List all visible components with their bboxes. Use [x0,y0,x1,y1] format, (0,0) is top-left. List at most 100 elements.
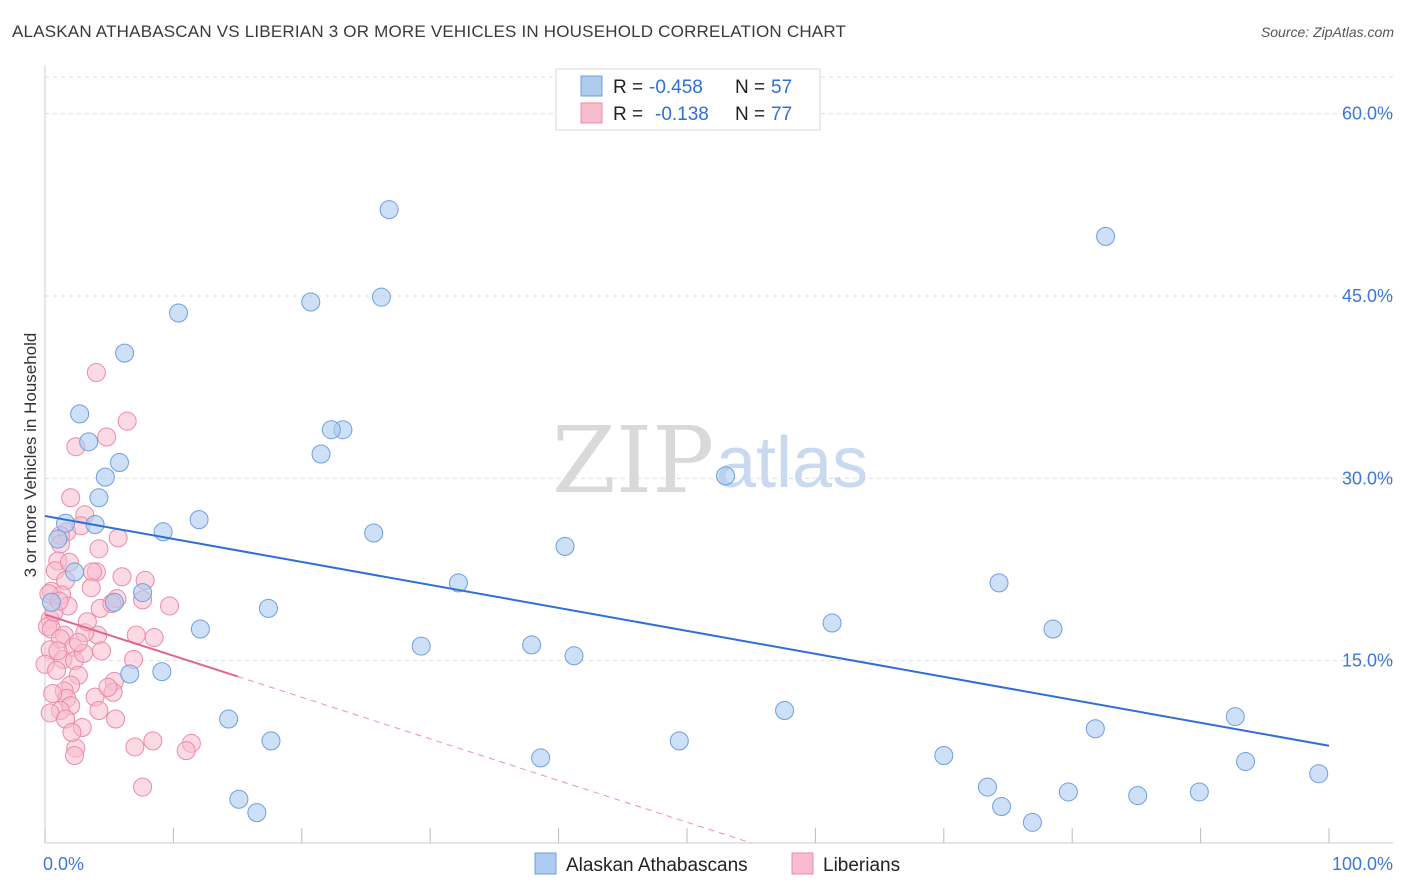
alaskan-athabascan-point [95,467,115,487]
alaskan-athabascan-point [104,592,124,612]
liberian-point [61,488,81,508]
alaskan-athabascan-point [716,466,736,486]
legend-n-value-1: 57 [771,77,792,98]
watermark-zip: ZIP [552,407,714,514]
series-swatch-blue [534,852,557,875]
liberian-point [144,628,164,648]
liberian-point [91,641,111,661]
legend-swatch-blue [580,75,603,97]
series-swatch-pink [791,852,814,875]
alaskan-athabascan-point [822,613,842,633]
legend-r-value-1: -0.458 [649,77,703,98]
alaskan-athabascan-point [258,598,278,618]
y-tick-label: 45.0% [1342,286,1393,306]
alaskan-athabascan-point [531,748,551,768]
alaskan-athabascan-point [229,789,249,809]
trend-lines [44,515,1330,844]
alaskan-athabascan-point [247,803,267,823]
alaskan-athabascan-point [775,700,795,720]
alaskan-athabascan-point [1309,764,1329,784]
alaskan-athabascan-point [1236,752,1256,772]
alaskan-athabascan-point [152,662,172,682]
legend-n-label-1: N = [735,77,765,98]
alaskan-athabascan-point [669,731,689,751]
tick-labels: 15.0% 30.0% 45.0% 60.0% 0.0% 100.0% [43,104,1393,874]
alaskan-athabascan-point [301,292,321,312]
liberian-point [106,709,126,729]
liberian-point [86,363,106,383]
alaskan-athabascan-point [79,432,99,452]
liberian-point [117,411,137,431]
alaskan-athabascan-point [109,453,129,473]
alaskan-athabascan-point [41,592,61,612]
liberian-point [125,737,145,757]
alaskan-athabascan-point [65,562,85,582]
alaskan-athabascan-point [555,536,575,556]
alaskan-athabascan-point [48,529,68,549]
y-tick-label: 30.0% [1342,468,1393,488]
alaskan-athabascans-points [41,200,1329,832]
alaskan-athabascan-point [1085,719,1105,739]
alaskan-athabascan-point [1022,812,1042,832]
alaskan-athabascan-point [934,745,954,765]
liberian-point [62,722,82,742]
stats-legend: R = -0.458 N = 57 R = -0.138 N = 77 [555,68,821,131]
alaskan-athabascan-point [522,635,542,655]
alaskan-athabascan-point [89,488,109,508]
source-label: Source: ZipAtlas.com [1260,24,1394,40]
gridlines [45,76,1393,662]
alaskan-athabascan-point [169,303,189,323]
alaskan-athabascans-trend-line [44,515,1330,747]
series-name-2: Liberians [823,855,900,876]
alaskan-athabascan-point [1058,782,1078,802]
legend-r-label-1: R = [613,77,643,98]
y-tick-label: 15.0% [1342,651,1393,671]
alaskan-athabascan-point [1096,226,1116,246]
alaskan-athabascan-point [1128,786,1148,806]
alaskan-athabascan-point [311,444,331,464]
liberian-point [89,700,109,720]
legend-r-label-2: R = [613,104,643,125]
alaskan-athabascan-point [321,420,341,440]
liberian-point [143,731,163,751]
alaskan-athabascan-point [219,709,239,729]
alaskan-athabascan-point [371,287,391,307]
watermark: ZIP atlas [552,407,868,514]
alaskan-athabascan-point [977,777,997,797]
series-name-1: Alaskan Athabascans [566,855,748,876]
alaskan-athabascan-point [411,636,431,656]
alaskan-athabascan-point [120,664,140,684]
alaskan-athabascan-point [1225,707,1245,727]
liberian-point [112,567,132,587]
liberian-point [97,427,117,447]
alaskan-athabascan-point [564,646,584,666]
legend-swatch-pink [580,102,603,124]
alaskan-athabascan-point [379,200,399,220]
alaskan-athabascan-point [261,731,281,751]
alaskan-athabascan-point [70,404,90,424]
liberian-point [43,683,63,703]
alaskan-athabascan-point [448,573,468,593]
liberian-point [47,660,67,680]
liberian-point [68,632,88,652]
liberians-points [35,363,201,797]
liberian-point [81,578,101,598]
y-tick-label: 60.0% [1342,104,1393,124]
y-axis-label: 3 or more Vehicles in Household [21,333,40,578]
legend-r-value-2: -0.138 [655,104,709,125]
liberian-point [89,539,109,559]
liberian-point [108,528,128,548]
legend-n-value-2: 77 [771,104,792,125]
liberian-point [83,562,103,582]
alaskan-athabascan-point [992,797,1012,817]
watermark-atlas: atlas [716,423,868,503]
alaskan-athabascan-point [133,583,153,603]
liberian-point [160,596,180,616]
liberian-point [48,641,68,661]
legend-n-label-2: N = [735,104,765,125]
alaskan-athabascan-point [115,343,135,363]
alaskan-athabascan-point [190,619,210,639]
alaskan-athabascan-point [56,513,76,533]
liberian-point [133,777,153,797]
